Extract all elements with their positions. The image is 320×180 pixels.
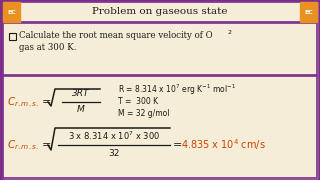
- Text: Calculate the root mean square velocity of O: Calculate the root mean square velocity …: [19, 31, 212, 40]
- Text: M = 32 g/mol: M = 32 g/mol: [118, 109, 170, 118]
- Text: 3 x 8.314 x 10$^7$ x 300: 3 x 8.314 x 10$^7$ x 300: [68, 130, 160, 142]
- Text: $C_{r.m.s.}$: $C_{r.m.s.}$: [7, 95, 39, 109]
- Bar: [3, 23, 317, 75]
- Text: $C_{r.m.s.}$: $C_{r.m.s.}$: [7, 138, 39, 152]
- Text: EC: EC: [304, 10, 313, 15]
- Bar: [3, 23, 317, 75]
- Text: EC: EC: [7, 10, 16, 15]
- Bar: [3, 2, 317, 22]
- Text: 4.835 x 10$^4$ cm/s: 4.835 x 10$^4$ cm/s: [181, 138, 266, 152]
- Text: 2: 2: [227, 30, 231, 35]
- Text: =: =: [42, 140, 52, 150]
- Bar: [3, 76, 317, 178]
- Text: gas at 300 K.: gas at 300 K.: [19, 42, 76, 51]
- Bar: [300, 2, 317, 22]
- Text: =: =: [42, 97, 52, 107]
- Text: =: =: [173, 140, 182, 150]
- Text: 3RT: 3RT: [72, 89, 90, 98]
- Bar: [9, 33, 16, 40]
- Bar: [3, 2, 20, 22]
- Text: R = 8.314 x 10$^7$ erg K$^{-1}$ mol$^{-1}$: R = 8.314 x 10$^7$ erg K$^{-1}$ mol$^{-1…: [118, 83, 236, 97]
- Text: Problem on gaseous state: Problem on gaseous state: [92, 8, 228, 17]
- Text: T =  300 K: T = 300 K: [118, 98, 158, 107]
- Text: M: M: [77, 105, 85, 114]
- Bar: [3, 2, 317, 22]
- Text: 32: 32: [108, 150, 120, 159]
- Bar: [3, 76, 317, 178]
